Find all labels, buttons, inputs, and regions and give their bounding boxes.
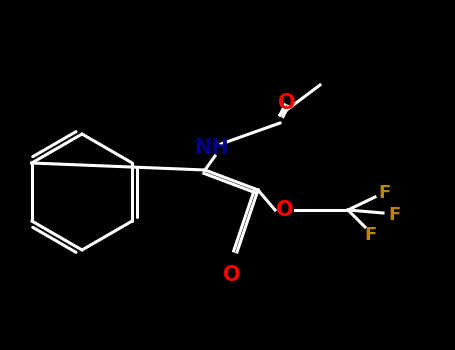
Text: F: F: [364, 226, 376, 244]
Text: O: O: [278, 93, 296, 113]
Text: O: O: [223, 265, 241, 285]
Text: O: O: [276, 200, 294, 220]
Text: NH: NH: [194, 138, 228, 158]
Text: F: F: [389, 206, 401, 224]
Text: F: F: [379, 184, 391, 202]
